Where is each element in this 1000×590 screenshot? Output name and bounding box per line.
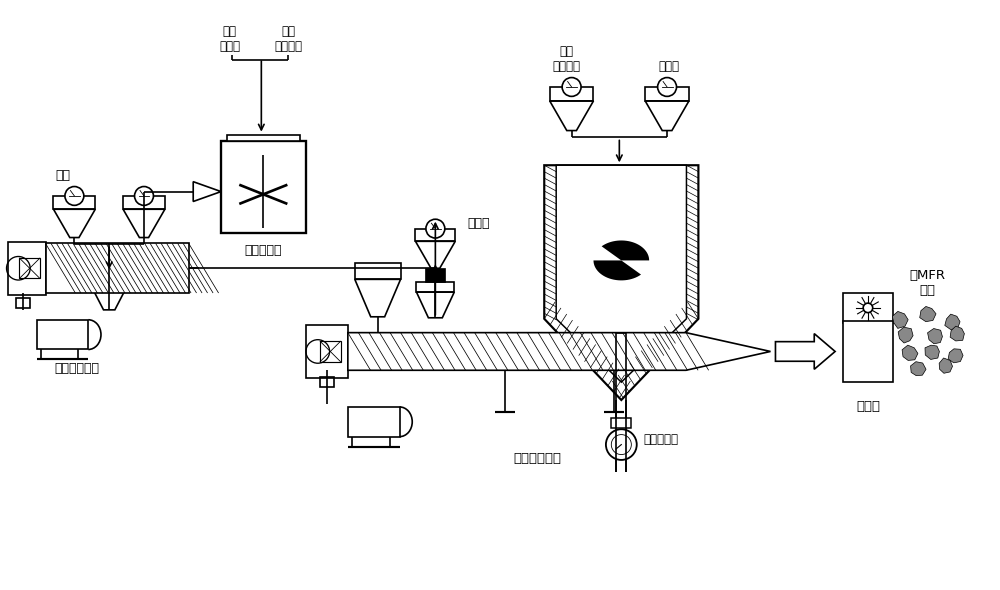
Polygon shape [902, 345, 918, 360]
Circle shape [863, 303, 873, 313]
Circle shape [135, 186, 153, 205]
Polygon shape [898, 327, 913, 343]
Bar [19, 258, 40, 278]
Bar [46, 244, 189, 293]
Text: 高MFR
母粒: 高MFR 母粒 [910, 269, 946, 297]
Circle shape [65, 186, 84, 205]
Polygon shape [925, 345, 939, 359]
Text: 石蜡油: 石蜡油 [659, 60, 680, 73]
Bar [8, 241, 46, 295]
Bar [221, 142, 306, 232]
Polygon shape [892, 312, 908, 329]
Bar [123, 196, 165, 209]
Polygon shape [593, 260, 641, 280]
Polygon shape [544, 165, 698, 400]
Circle shape [606, 429, 637, 460]
Bar [416, 282, 454, 292]
Polygon shape [602, 241, 649, 260]
Text: 液体
乙丙橡胶: 液体 乙丙橡胶 [553, 45, 581, 73]
Bar [53, 196, 95, 209]
Bar [16, 298, 30, 308]
Polygon shape [950, 326, 964, 341]
Bar [320, 341, 341, 362]
Bar [645, 87, 689, 101]
Bar [611, 418, 631, 428]
Polygon shape [948, 349, 963, 363]
Bar [320, 377, 334, 387]
Bar [425, 268, 445, 282]
Bar [843, 321, 893, 382]
Text: 高速混合机: 高速混合机 [245, 244, 282, 257]
Text: 双转子混炼机: 双转子混炼机 [55, 362, 100, 375]
Bar [550, 87, 593, 101]
Polygon shape [945, 314, 960, 330]
Polygon shape [939, 358, 953, 373]
Text: 均聚
聚丙烯: 均聚 聚丙烯 [219, 25, 240, 53]
Polygon shape [911, 362, 926, 376]
Polygon shape [348, 333, 770, 371]
Polygon shape [928, 329, 942, 344]
Text: 有机
过氧化物: 有机 过氧化物 [274, 25, 302, 53]
Text: 切粒机: 切粒机 [856, 400, 880, 413]
Bar [355, 263, 401, 279]
Circle shape [426, 219, 445, 238]
Bar [90, 272, 128, 284]
Circle shape [562, 77, 581, 96]
Bar [227, 135, 300, 142]
Text: 炭黑: 炭黑 [55, 169, 70, 182]
Bar [415, 229, 455, 241]
Bar [843, 293, 893, 323]
Polygon shape [920, 306, 936, 322]
Text: 液体计量泵: 液体计量泵 [643, 433, 678, 446]
Polygon shape [556, 165, 686, 382]
Text: 单螺杆挤出机: 单螺杆挤出机 [513, 451, 561, 464]
Bar [37, 320, 88, 349]
Bar [348, 407, 400, 437]
Bar [306, 324, 348, 378]
Polygon shape [775, 333, 835, 369]
Text: 抗氧剂: 抗氧剂 [467, 217, 490, 230]
Circle shape [658, 77, 677, 96]
